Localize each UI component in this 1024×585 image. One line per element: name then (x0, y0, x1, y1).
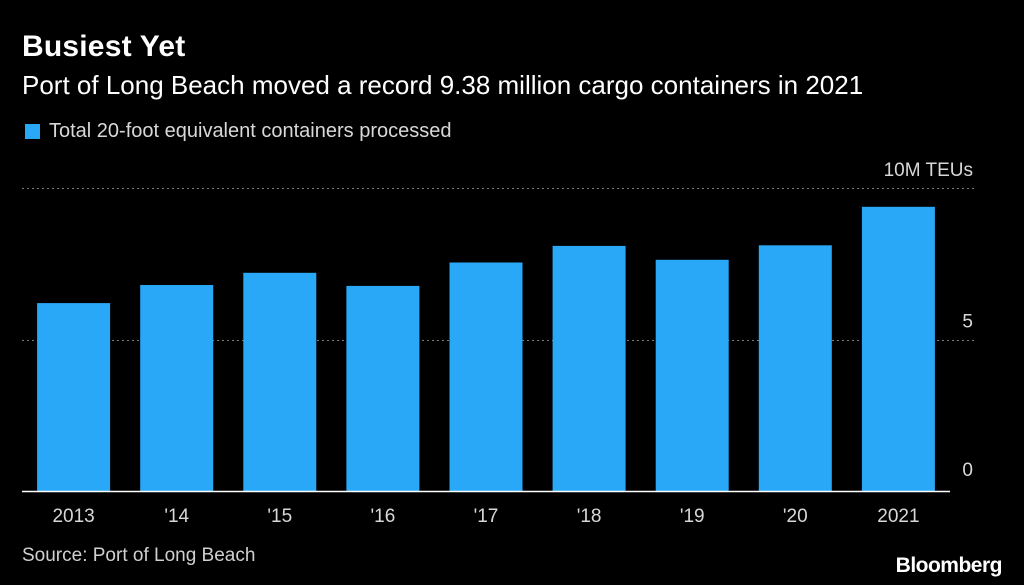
x-tick-label: '18 (577, 506, 602, 527)
bar-1 (140, 285, 214, 491)
bar-2 (243, 272, 317, 491)
bar-5 (552, 245, 626, 491)
legend-swatch (25, 124, 40, 139)
legend: Total 20-foot equivalent containers proc… (25, 120, 451, 143)
x-tick-label: 2013 (52, 506, 94, 527)
bar-6 (655, 259, 729, 491)
x-tick-label: '20 (783, 506, 808, 527)
x-tick-label: '15 (267, 506, 292, 527)
bar-3 (346, 285, 420, 491)
y-tick-label: 5 (962, 312, 973, 333)
chart-subtitle: Port of Long Beach moved a record 9.38 m… (22, 70, 864, 100)
bar-7 (758, 245, 832, 491)
y-tick-label: 10M TEUs (884, 160, 973, 181)
bar-4 (449, 262, 523, 491)
x-tick-label: '17 (474, 506, 499, 527)
chart-title: Busiest Yet (22, 30, 186, 63)
x-tick-label: '19 (680, 506, 705, 527)
y-tick-label: 0 (962, 460, 973, 481)
x-tick-label: '16 (371, 506, 396, 527)
bar-0 (37, 303, 111, 491)
bar-8 (861, 206, 935, 492)
x-tick-label: '14 (164, 506, 189, 527)
x-tick-label: 2021 (877, 506, 919, 527)
bloomberg-logo: Bloomberg (895, 554, 1003, 577)
source-note: Source: Port of Long Beach (22, 545, 256, 566)
legend-label: Total 20-foot equivalent containers proc… (49, 120, 452, 142)
